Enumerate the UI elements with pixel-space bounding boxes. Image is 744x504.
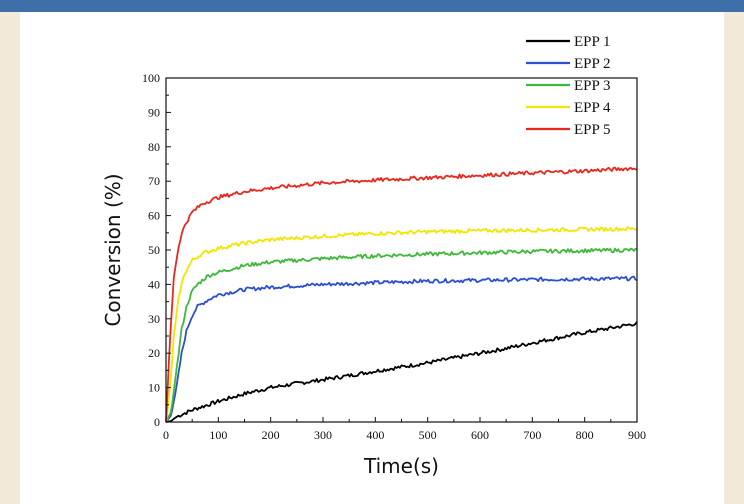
series-line-3 <box>165 247 638 423</box>
x-tick-label: 100 <box>209 428 227 442</box>
x-tick-label: 0 <box>163 428 169 442</box>
x-tick-label: 600 <box>471 428 489 442</box>
y-ticks: 0 10 20 30 40 50 60 70 80 90 100 <box>142 71 171 429</box>
series-line-5 <box>165 166 638 423</box>
y-tick-label: 20 <box>148 346 160 360</box>
conversion-vs-time-chart: 0 100 200 300 400 500 600 700 800 900 0 10 20 30 40 50… <box>101 34 646 478</box>
y-tick-label: 60 <box>148 209 160 223</box>
chart-panel: 0 100 200 300 400 500 600 700 800 900 0 10 20 30 40 50… <box>20 12 724 504</box>
y-tick-label: 80 <box>148 140 160 154</box>
x-tick-label: 500 <box>419 428 437 442</box>
x-tick-label: 200 <box>262 428 280 442</box>
x-tick-label: 400 <box>366 428 384 442</box>
y-tick-label: 100 <box>142 71 160 85</box>
x-tick-label: 300 <box>314 428 332 442</box>
series-line-4 <box>165 226 638 423</box>
x-ticks: 0 100 200 300 400 500 600 700 800 900 <box>163 417 646 442</box>
y-tick-label: 10 <box>148 381 160 395</box>
y-tick-label: 90 <box>148 105 160 119</box>
legend: EPP 1 EPP 2 EPP 3 EPP 4 EPP 5 <box>526 34 611 138</box>
legend-label-5: EPP 5 <box>574 122 611 138</box>
legend-label-1: EPP 1 <box>574 34 611 50</box>
top-border-band <box>0 0 744 12</box>
y-tick-label: 40 <box>148 277 160 291</box>
x-tick-label: 900 <box>628 428 646 442</box>
series-line-2 <box>165 275 638 423</box>
series-line-1 <box>165 321 638 423</box>
x-tick-label: 700 <box>523 428 541 442</box>
legend-label-2: EPP 2 <box>574 56 611 72</box>
x-tick-label: 800 <box>576 428 594 442</box>
y-tick-label: 50 <box>148 243 160 257</box>
y-tick-label: 30 <box>148 312 160 326</box>
legend-label-4: EPP 4 <box>574 100 611 116</box>
legend-label-3: EPP 3 <box>574 78 611 94</box>
series-lines <box>165 166 638 423</box>
y-tick-label: 70 <box>148 174 160 188</box>
y-tick-label: 0 <box>154 415 160 429</box>
y-axis-title: Conversion (%) <box>101 173 125 326</box>
x-axis-title: Time(s) <box>363 454 439 478</box>
